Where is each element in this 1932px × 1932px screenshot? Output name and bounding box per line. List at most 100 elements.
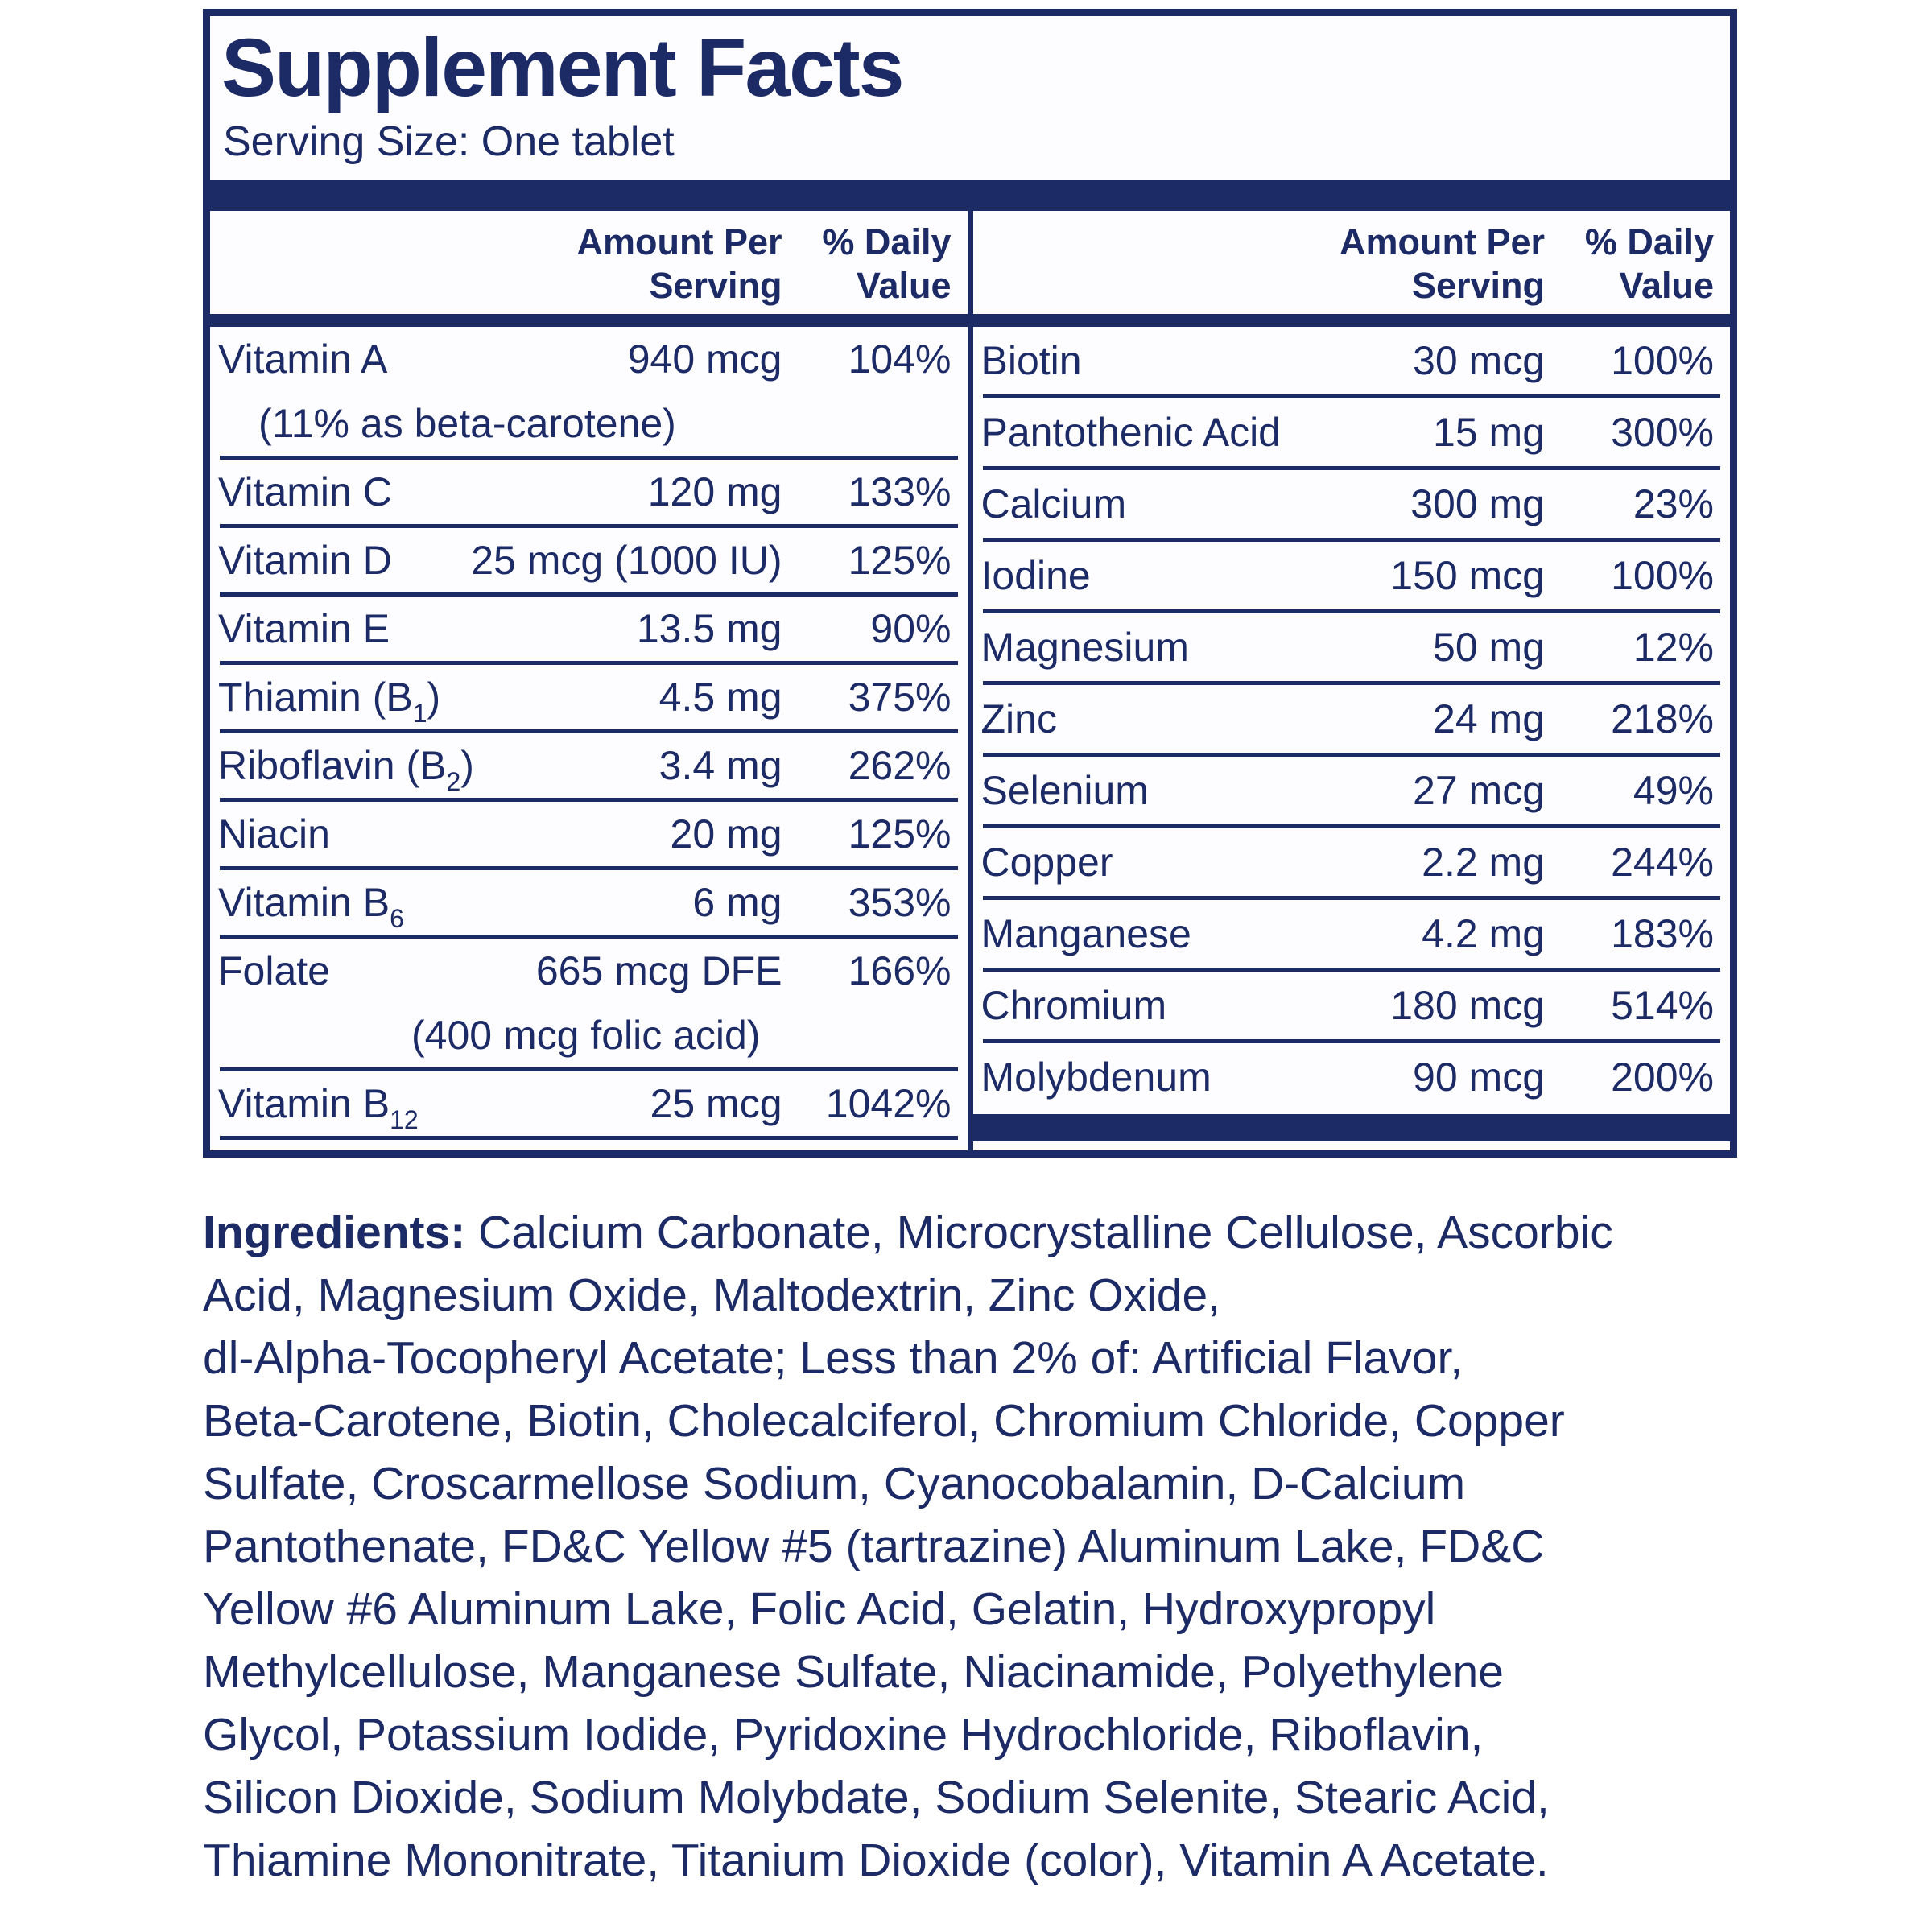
nutrient-name: Vitamin D xyxy=(218,538,392,583)
row-separator xyxy=(220,1136,958,1140)
column-header-right: Amount Per Serving % Daily Value xyxy=(973,211,1731,314)
row-separator xyxy=(220,524,958,528)
nutrient-name: Iodine xyxy=(980,553,1091,598)
nutrient-daily-value: 353% xyxy=(848,880,952,925)
percent-daily-value-header: % Daily Value xyxy=(782,221,952,308)
row-separator xyxy=(982,609,1720,613)
row-separator xyxy=(220,1067,958,1071)
nutrient-daily-value: 125% xyxy=(848,811,952,857)
nutrient-daily-value: 100% xyxy=(1611,338,1714,383)
column-header-left: Amount Per Serving % Daily Value xyxy=(210,211,968,314)
row-separator xyxy=(220,935,958,939)
amount-per-serving-header: Amount Per Serving xyxy=(218,221,782,308)
row-separator xyxy=(220,866,958,870)
nutrient-row: Zinc 24 mg 218% xyxy=(973,685,1731,753)
supplement-facts-title: Supplement Facts xyxy=(221,22,905,114)
row-separator xyxy=(982,824,1720,828)
nutrient-amount: 25 mcg (1000 IU) xyxy=(471,538,782,583)
nutrient-daily-value: 244% xyxy=(1611,840,1714,885)
nutrient-name: Vitamin E xyxy=(218,606,390,651)
header-line: % Daily xyxy=(822,221,952,262)
nutrient-daily-value: 12% xyxy=(1633,625,1714,670)
header-line: Value xyxy=(856,265,952,306)
title-separator-bar xyxy=(210,180,1730,211)
nutrient-row: Niacin 20 mg 125% xyxy=(210,802,968,866)
nutrient-column-right: Amount Per Serving % Daily Value Biotin 3… xyxy=(972,211,1731,1150)
nutrient-amount: 25 mcg xyxy=(650,1081,782,1126)
nutrient-row: Pantothenic Acid 15 mg 300% xyxy=(973,398,1731,466)
row-separator xyxy=(982,1039,1720,1043)
ingredients-label: Ingredients: xyxy=(203,1207,466,1258)
nutrient-row: Vitamin C 120 mg 133% xyxy=(210,460,968,524)
nutrient-name: Chromium xyxy=(980,983,1167,1028)
nutrient-name: Vitamin C xyxy=(218,469,392,514)
row-separator xyxy=(982,394,1720,398)
nutrient-name: Vitamin A xyxy=(218,336,388,382)
nutrient-row: Folate 665 mcg DFE 166% xyxy=(210,939,968,1003)
nutrient-daily-value: 218% xyxy=(1611,696,1714,741)
nutrient-name: Manganese xyxy=(980,911,1191,956)
nutrient-note: (11% as beta-carotene) xyxy=(258,401,676,446)
nutrient-name: Selenium xyxy=(980,768,1149,813)
nutrient-row: Copper 2.2 mg 244% xyxy=(973,828,1731,896)
nutrient-name: Folate xyxy=(218,948,330,993)
nutrient-name-subscript: 2 xyxy=(446,767,461,796)
nutrient-row: Vitamin B6 6 mg 353% xyxy=(210,870,968,935)
nutrient-amount: 150 mcg xyxy=(1390,553,1545,598)
nutrient-daily-value: 125% xyxy=(848,538,952,583)
nutrient-name-subscript: 12 xyxy=(390,1105,419,1134)
nutrient-daily-value: 375% xyxy=(848,675,952,720)
header-separator-bar xyxy=(972,314,1730,327)
nutrient-row: Vitamin A 940 mcg 104% xyxy=(210,327,968,391)
nutrient-name: Riboflavin (B2) xyxy=(218,743,474,796)
nutrient-name-subscript: 6 xyxy=(390,904,404,933)
row-separator xyxy=(982,466,1720,470)
nutrient-amount: 90 mcg xyxy=(1413,1055,1545,1100)
nutrient-column-left: Amount Per Serving % Daily Value Vitamin… xyxy=(210,211,968,1150)
row-separator xyxy=(220,456,958,460)
nutrient-daily-value: 49% xyxy=(1633,768,1714,813)
header-line: Amount Per xyxy=(576,221,782,262)
header-separator-bar xyxy=(210,314,968,327)
nutrient-row: Vitamin E 13.5 mg 90% xyxy=(210,597,968,661)
row-separator xyxy=(982,681,1720,685)
nutrient-name: Biotin xyxy=(980,338,1082,383)
nutrient-name: Vitamin B6 xyxy=(218,880,404,933)
column-divider xyxy=(967,211,973,1150)
nutrient-row: Vitamin D 25 mcg (1000 IU) 125% xyxy=(210,528,968,592)
nutrient-daily-value: 23% xyxy=(1633,481,1714,526)
column-end-bar xyxy=(972,1114,1730,1141)
nutrient-name: Niacin xyxy=(218,811,330,857)
nutrient-row: Iodine 150 mcg 100% xyxy=(973,542,1731,609)
supplement-facts-panel: Supplement Facts Serving Size: One table… xyxy=(203,9,1737,1158)
nutrient-amount: 30 mcg xyxy=(1413,338,1545,383)
serving-size: Serving Size: One tablet xyxy=(223,118,675,165)
nutrient-amount: 15 mg xyxy=(1433,410,1545,455)
nutrient-row: Calcium 300 mg 23% xyxy=(973,470,1731,538)
nutrient-name: Thiamin (B1) xyxy=(218,675,441,728)
nutrient-name: Vitamin B12 xyxy=(218,1081,419,1134)
amount-per-serving-header: Amount Per Serving xyxy=(981,221,1545,308)
nutrient-daily-value: 100% xyxy=(1611,553,1714,598)
nutrient-amount: 27 mcg xyxy=(1413,768,1545,813)
row-separator xyxy=(982,538,1720,542)
nutrient-row: Molybdenum 90 mcg 200% xyxy=(973,1043,1731,1111)
nutrient-daily-value: 183% xyxy=(1611,911,1714,956)
nutrient-amount: 665 mcg DFE xyxy=(535,948,782,993)
header-line: Serving xyxy=(1411,265,1545,306)
nutrient-row: Selenium 27 mcg 49% xyxy=(973,757,1731,824)
nutrient-daily-value: 133% xyxy=(848,469,952,514)
nutrient-name: Calcium xyxy=(980,481,1127,526)
nutrient-amount: 2.2 mg xyxy=(1422,840,1545,885)
nutrient-name: Pantothenic Acid xyxy=(980,410,1282,455)
nutrient-amount: 13.5 mg xyxy=(636,606,782,651)
header-line: Serving xyxy=(649,265,782,306)
row-separator xyxy=(220,661,958,665)
row-separator xyxy=(982,753,1720,757)
nutrient-name-subscript: 1 xyxy=(412,699,427,728)
nutrient-name: Molybdenum xyxy=(980,1055,1212,1100)
nutrient-amount: 180 mcg xyxy=(1390,983,1545,1028)
nutrient-amount: 940 mcg xyxy=(627,336,782,382)
header-line: % Daily xyxy=(1584,221,1714,262)
nutrient-daily-value: 514% xyxy=(1611,983,1714,1028)
